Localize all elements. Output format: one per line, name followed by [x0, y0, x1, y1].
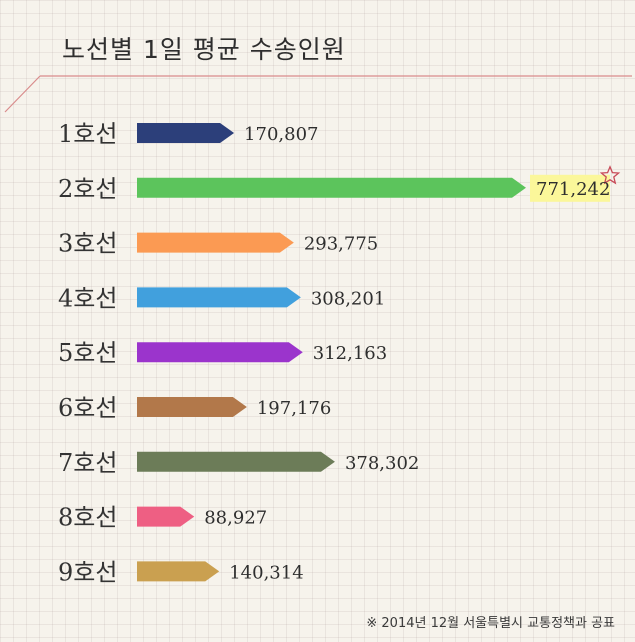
footnote: ※ 2014년 12월 서울특별시 교통정책과 공표 — [366, 616, 615, 631]
bar — [137, 342, 303, 363]
divider-diagonal — [4, 75, 41, 113]
category-label: 1호선 — [58, 120, 117, 148]
category-label: 6호선 — [58, 394, 117, 422]
value-label: 378,302 — [345, 453, 419, 474]
bar — [137, 287, 301, 308]
value-highlight — [530, 174, 610, 202]
category-label: 5호선 — [58, 339, 117, 367]
bar — [137, 397, 247, 417]
value-label: 312,163 — [313, 343, 387, 364]
category-label: 8호선 — [58, 504, 117, 532]
value-label: 771,242 — [536, 179, 610, 200]
chart-title: 노선별 1일 평균 수송인원 — [62, 35, 346, 64]
category-label: 3호선 — [58, 230, 117, 258]
category-label: 4호선 — [58, 284, 117, 312]
bar — [137, 232, 294, 253]
value-label: 197,176 — [257, 398, 331, 419]
category-label: 7호선 — [58, 449, 117, 477]
bar — [137, 123, 235, 143]
bar — [137, 451, 335, 472]
value-label: 140,314 — [229, 562, 303, 583]
value-label: 170,807 — [244, 124, 318, 145]
value-label: 308,201 — [311, 288, 385, 309]
star-icon — [599, 165, 621, 185]
bar — [137, 177, 526, 198]
category-label: 2호선 — [58, 175, 117, 203]
value-label: 88,927 — [204, 508, 267, 529]
bar — [137, 506, 195, 527]
bar — [137, 561, 220, 582]
category-label: 9호선 — [58, 558, 117, 586]
value-label: 293,775 — [304, 234, 378, 255]
